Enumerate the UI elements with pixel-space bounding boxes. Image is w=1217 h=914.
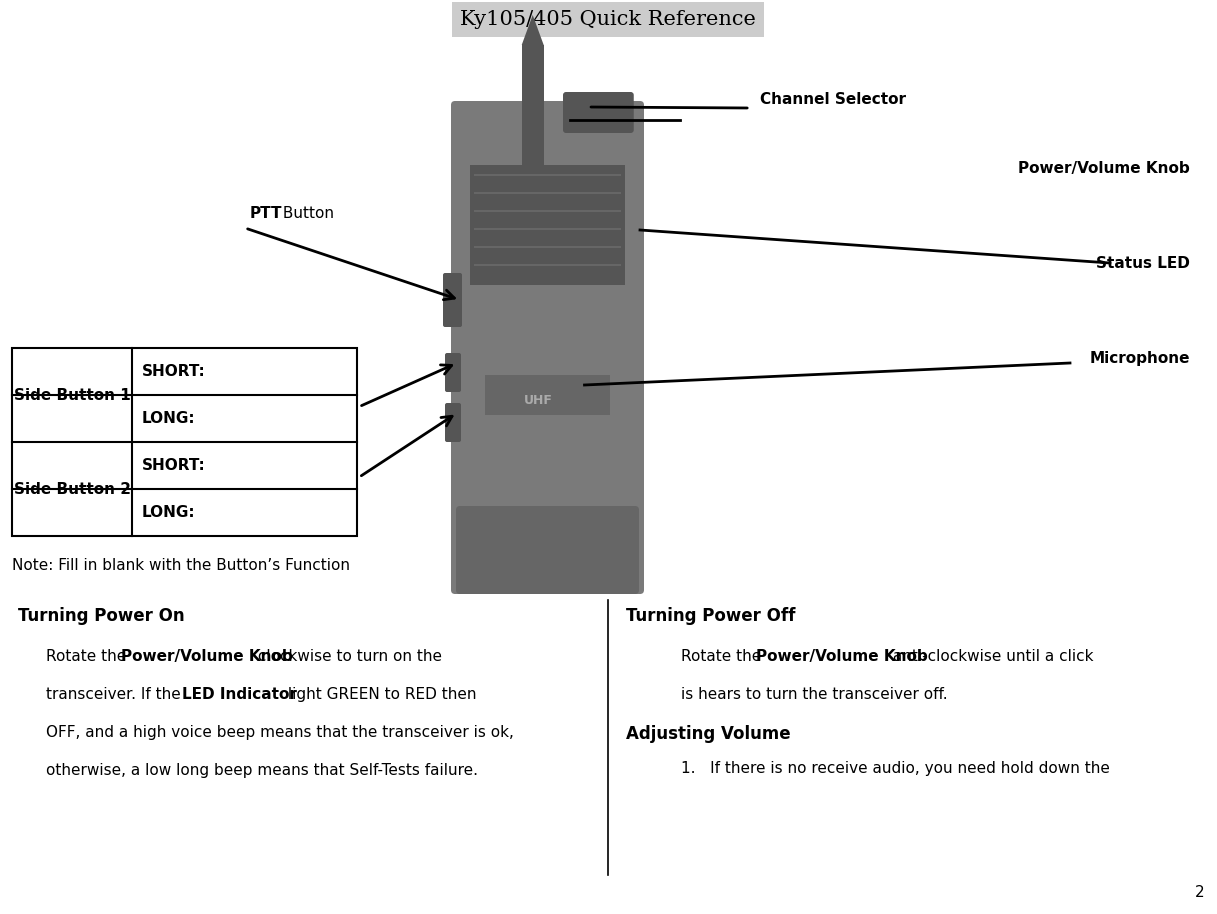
Text: Side Button 1: Side Button 1 [13,388,130,402]
FancyBboxPatch shape [443,273,462,327]
Text: 2: 2 [1195,885,1205,900]
Text: light GREEN to RED then: light GREEN to RED then [284,687,477,702]
Text: transceiver. If the: transceiver. If the [46,687,186,702]
FancyBboxPatch shape [445,403,461,442]
Text: Rotate the: Rotate the [682,649,767,664]
Polygon shape [522,15,544,45]
Text: UHF: UHF [523,394,553,407]
Text: Note: Fill in blank with the Button’s Function: Note: Fill in blank with the Button’s Fu… [12,558,350,573]
Text: Ky105/405 Quick Reference: Ky105/405 Quick Reference [460,10,756,29]
Text: otherwise, a low long beep means that Self-Tests failure.: otherwise, a low long beep means that Se… [46,763,478,778]
Text: Channel Selector: Channel Selector [759,92,905,108]
Text: Turning Power On: Turning Power On [18,607,185,625]
Text: is hears to turn the transceiver off.: is hears to turn the transceiver off. [682,687,948,702]
FancyBboxPatch shape [452,101,644,594]
Text: LED Indicator: LED Indicator [183,687,297,702]
FancyBboxPatch shape [445,353,461,392]
Text: LONG:: LONG: [142,505,196,520]
Text: PTT: PTT [249,206,282,220]
Text: Power/Volume Knob: Power/Volume Knob [120,649,292,664]
Text: 1.   If there is no receive audio, you need hold down the: 1. If there is no receive audio, you nee… [682,761,1110,776]
Bar [470,165,626,285]
Text: Status LED: Status LED [1097,256,1190,271]
Text: Microphone: Microphone [1089,350,1190,366]
Text: LONG:: LONG: [142,411,196,426]
Text: OFF, and a high voice beep means that the transceiver is ok,: OFF, and a high voice beep means that th… [46,725,514,740]
Text: Power/Volume Knob: Power/Volume Knob [756,649,927,664]
Bar [522,45,544,165]
Text: Adjusting Volume: Adjusting Volume [626,725,791,743]
Text: clockwise to turn on the: clockwise to turn on the [253,649,443,664]
FancyBboxPatch shape [563,92,634,133]
Text: Button: Button [277,206,333,220]
Text: Turning Power Off: Turning Power Off [626,607,796,625]
Text: SHORT:: SHORT: [142,458,206,473]
Text: Rotate the: Rotate the [46,649,131,664]
Bar [12,348,357,536]
Text: Side Button 2: Side Button 2 [13,482,130,496]
Text: Power/Volume Knob: Power/Volume Knob [1019,161,1190,175]
Text: anti-clockwise until a click: anti-clockwise until a click [888,649,1094,664]
FancyBboxPatch shape [456,506,639,594]
Bar [486,375,610,415]
Text: SHORT:: SHORT: [142,364,206,379]
